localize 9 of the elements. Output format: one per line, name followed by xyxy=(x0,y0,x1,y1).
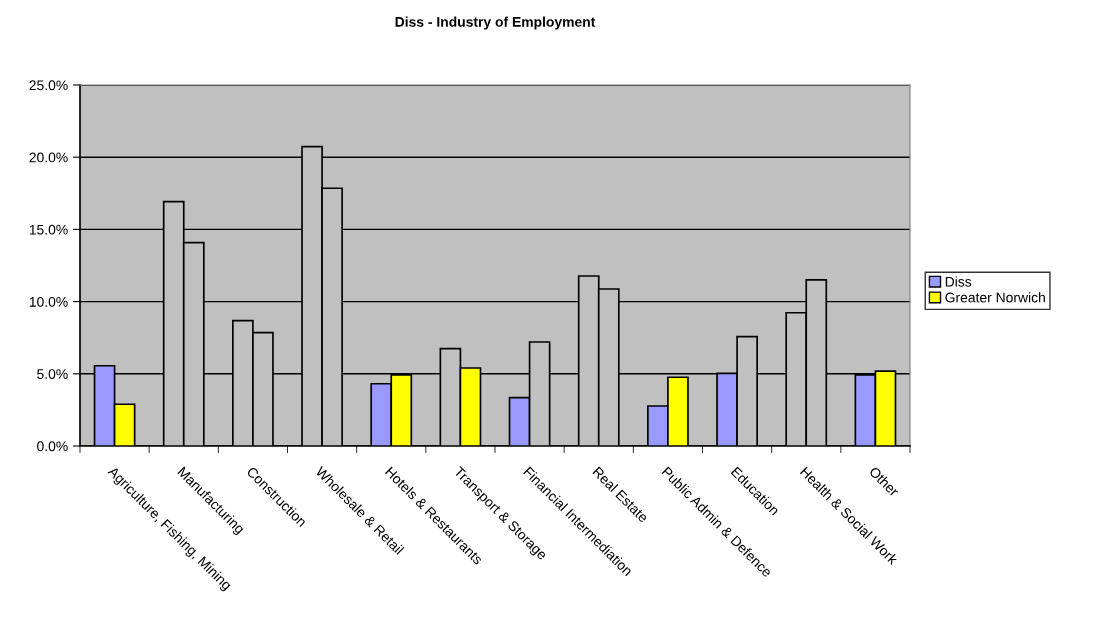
y-tick-label: 25.0% xyxy=(29,80,68,91)
y-tick-label: 15.0% xyxy=(29,224,68,235)
y-tick-label: 5.0% xyxy=(37,369,68,379)
chart-title: Diss - Industry of Employment xyxy=(395,16,596,30)
legend-label: Greater Norwich xyxy=(945,292,1045,303)
y-tick-label: 0.0% xyxy=(37,441,68,452)
legend-label: Diss xyxy=(945,276,972,287)
y-tick-label: 20.0% xyxy=(29,152,68,163)
y-tick-label: 10.0% xyxy=(29,296,68,307)
